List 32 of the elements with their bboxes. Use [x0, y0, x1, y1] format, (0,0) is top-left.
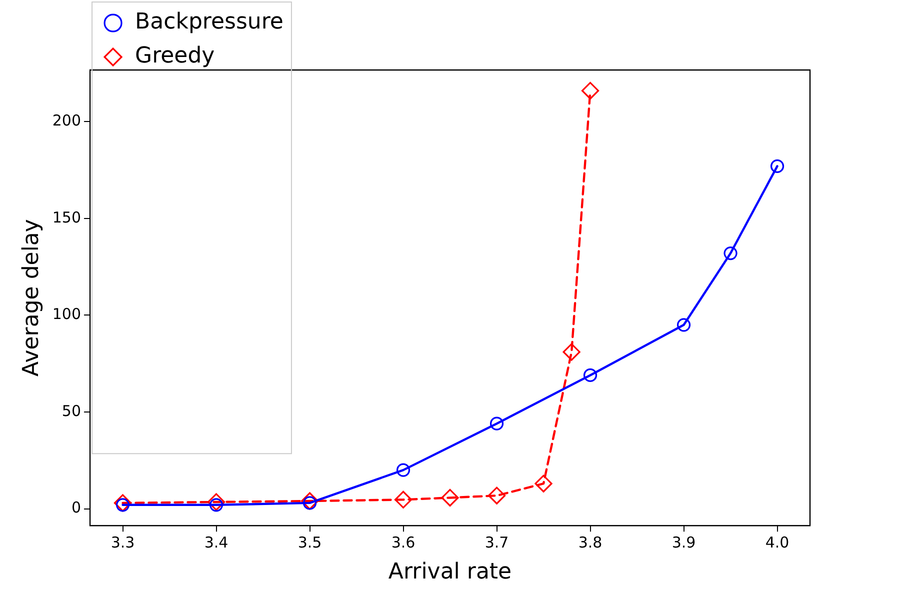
y-axis-title: Average delay: [18, 219, 44, 377]
point: [724, 246, 738, 260]
x-tick-label: 3.9: [672, 533, 696, 552]
x-tick-label: 3.8: [578, 533, 602, 552]
y-tick-label: 100: [52, 305, 82, 324]
point: [490, 416, 504, 430]
point: [396, 463, 410, 477]
point: [441, 488, 459, 507]
legend-label: Backpressure: [135, 10, 284, 35]
x-tick-label: 4.0: [765, 533, 790, 552]
point: [534, 474, 552, 492]
x-tick-label: 3.7: [484, 533, 509, 552]
point: [770, 159, 784, 173]
x-tick-label: 3.6: [391, 533, 416, 552]
point: [676, 318, 691, 332]
y-tick-label: 200: [52, 112, 82, 130]
x-axis-title: Arrival rate: [388, 560, 512, 585]
point: [300, 492, 319, 510]
point: [581, 82, 600, 100]
y-tick-label: 0: [71, 498, 82, 517]
y-tick-label: 150: [52, 208, 82, 226]
point: [207, 493, 226, 511]
point: [583, 368, 598, 382]
x-tick-label: 3.4: [204, 533, 228, 552]
point: [114, 494, 132, 512]
point: [562, 343, 580, 361]
y-tick-label: 50: [62, 402, 82, 420]
legend-label: Greedy: [135, 44, 215, 69]
x-tick-label: 3.5: [298, 533, 322, 552]
x-tick-label: 3.3: [110, 533, 135, 552]
point: [488, 486, 506, 504]
point: [394, 490, 412, 508]
